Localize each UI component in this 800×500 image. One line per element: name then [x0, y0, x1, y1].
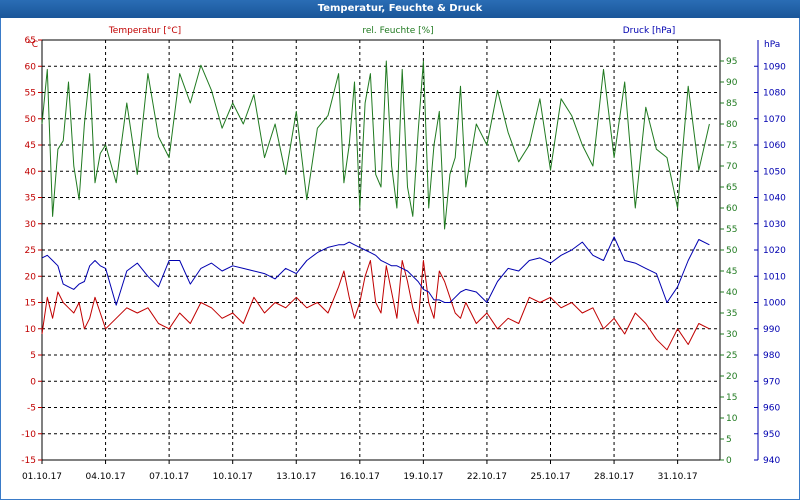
series-line-temperature — [41, 260, 710, 351]
pressure-axis-title: Druck [hPa] — [623, 26, 676, 36]
series-line-humidity — [41, 60, 710, 230]
temp-tick-label-4: 45 — [25, 141, 36, 151]
temp-tick-label-9: 20 — [25, 272, 37, 282]
hum-tick-label-4: 75 — [726, 141, 737, 151]
series-line-pressure — [41, 236, 710, 306]
hum-tick-label-13: 30 — [726, 330, 738, 340]
axes: 01.10.17 04.10.17 07.10.17 10.10.17 13.10.17… — [21, 36, 786, 482]
temp-tick-label-14: -5 — [27, 404, 36, 414]
press-tick-label-14: 950 — [763, 430, 780, 440]
press-tick-label-6: 1030 — [763, 220, 786, 230]
temp-tick-label-8: 25 — [25, 246, 36, 256]
hum-tick-label-11: 40 — [726, 288, 738, 298]
x-tick-label-10: 31.10.17 — [658, 472, 698, 482]
x-tick-label-7: 22.10.17 — [467, 472, 507, 482]
press-tick-label-8: 1010 — [763, 272, 786, 282]
hum-tick-label-12: 35 — [726, 309, 737, 319]
press-tick-label-1: 1080 — [763, 89, 786, 99]
pressure-unit-label: hPa — [764, 40, 780, 50]
temp-tick-label-13: 0 — [30, 377, 36, 387]
hum-tick-label-5: 70 — [726, 162, 738, 172]
hum-tick-label-16: 15 — [726, 393, 737, 403]
temp-tick-label-12: 5 — [30, 351, 36, 361]
series — [41, 60, 710, 351]
hum-tick-label-2: 85 — [726, 99, 737, 109]
hum-tick-label-15: 20 — [726, 372, 738, 382]
temp-tick-label-2: 55 — [25, 89, 36, 99]
hum-tick-label-1: 90 — [726, 78, 738, 88]
x-tick-label-6: 19.10.17 — [403, 472, 443, 482]
press-tick-label-4: 1050 — [763, 167, 786, 177]
hum-tick-label-0: 95 — [726, 57, 737, 67]
temperature-axis-title: Temperatur [°C] — [108, 26, 181, 36]
temp-tick-label-3: 50 — [25, 115, 37, 125]
temp-tick-label-16: -15 — [21, 456, 36, 466]
temp-tick-label-11: 10 — [25, 325, 37, 335]
temp-tick-label-10: 15 — [25, 299, 36, 309]
x-tick-label-5: 16.10.17 — [340, 472, 380, 482]
temp-tick-label-0: 65 — [25, 36, 36, 46]
humidity-axis-title: rel. Feuchte [%] — [362, 26, 433, 36]
hum-tick-label-6: 65 — [726, 183, 737, 193]
x-tick-label-2: 07.10.17 — [149, 472, 189, 482]
hum-tick-label-18: 5 — [726, 435, 732, 445]
x-tick-label-9: 28.10.17 — [594, 472, 634, 482]
chart-title: Temperatur, Feuchte & Druck — [317, 3, 483, 14]
press-tick-label-0: 1090 — [763, 62, 786, 72]
x-tick-label-0: 01.10.17 — [22, 472, 62, 482]
x-tick-label-1: 04.10.17 — [86, 472, 126, 482]
temp-tick-label-5: 40 — [25, 167, 37, 177]
grid — [42, 39, 720, 461]
press-tick-label-10: 990 — [763, 325, 780, 335]
hum-tick-label-3: 80 — [726, 120, 738, 130]
temperature-unit-label: °C — [27, 40, 38, 50]
x-tick-label-4: 13.10.17 — [276, 472, 316, 482]
x-tick-label-3: 10.10.17 — [213, 472, 253, 482]
temp-tick-label-6: 35 — [25, 194, 36, 204]
hum-tick-label-8: 55 — [726, 225, 737, 235]
temp-tick-label-15: -10 — [21, 430, 36, 440]
hum-tick-label-19: 0 — [726, 456, 732, 466]
hum-tick-label-14: 25 — [726, 351, 737, 361]
hum-tick-label-17: 10 — [726, 414, 738, 424]
press-tick-label-15: 940 — [763, 456, 780, 466]
press-tick-label-12: 970 — [763, 377, 780, 387]
x-tick-label-8: 25.10.17 — [530, 472, 570, 482]
press-tick-label-13: 960 — [763, 404, 780, 414]
hum-tick-label-7: 60 — [726, 204, 738, 214]
press-tick-label-3: 1060 — [763, 141, 786, 151]
hum-tick-label-10: 45 — [726, 267, 737, 277]
hum-tick-label-9: 50 — [726, 246, 738, 256]
temp-tick-label-1: 60 — [25, 62, 37, 72]
press-tick-label-5: 1040 — [763, 194, 786, 204]
chart-title-bar: Temperatur, Feuchte & Druck — [0, 0, 800, 18]
press-tick-label-2: 1070 — [763, 115, 786, 125]
press-tick-label-11: 980 — [763, 351, 780, 361]
temp-tick-label-7: 30 — [25, 220, 37, 230]
press-tick-label-9: 1000 — [763, 299, 786, 309]
press-tick-label-7: 1020 — [763, 246, 786, 256]
